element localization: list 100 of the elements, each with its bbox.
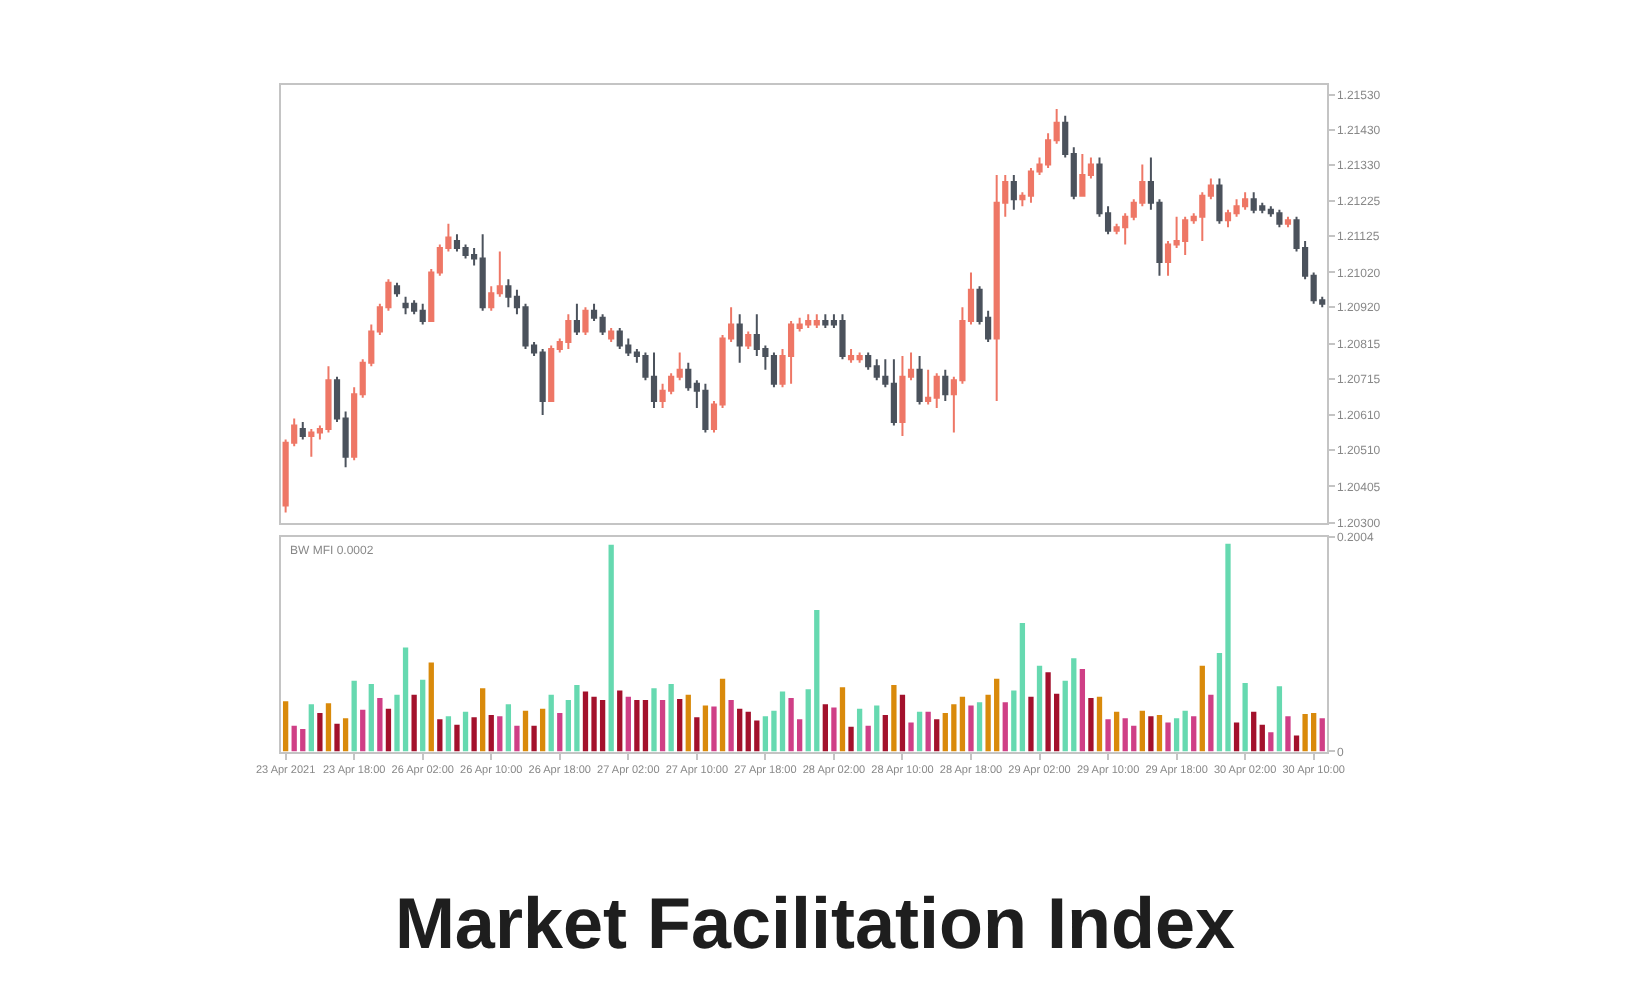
bar [582, 691, 589, 752]
bar [1233, 722, 1240, 752]
bar [1028, 696, 1034, 752]
candlestick [505, 278, 512, 309]
bar [831, 707, 837, 752]
candlestick [847, 347, 855, 364]
bar [300, 729, 306, 752]
candlestick [805, 313, 812, 330]
candlestick [787, 320, 795, 385]
bar [488, 715, 494, 752]
bar [437, 719, 443, 752]
bar [1002, 702, 1008, 752]
bar [617, 690, 623, 752]
bar [779, 691, 786, 752]
bar [1079, 669, 1086, 752]
candlestick [1216, 177, 1223, 225]
bar [360, 709, 366, 752]
bar [420, 679, 426, 752]
bar [916, 711, 923, 752]
bar [1113, 711, 1120, 752]
bar [599, 700, 606, 752]
candlestick [299, 420, 306, 441]
bar [368, 684, 374, 752]
bar [719, 678, 726, 752]
bar [651, 688, 657, 752]
bar [711, 706, 717, 752]
bar [677, 699, 683, 752]
bar [968, 705, 974, 752]
candlestick [925, 368, 932, 406]
bar [539, 708, 546, 752]
candlestick [1284, 215, 1292, 229]
bar [1251, 711, 1257, 752]
bar [454, 724, 460, 752]
bar [471, 717, 477, 752]
candlestick [1276, 208, 1283, 229]
bar [557, 712, 563, 752]
bar [694, 717, 700, 752]
bar [702, 705, 709, 752]
bar [874, 705, 880, 752]
bar [754, 720, 760, 752]
bar [899, 694, 906, 752]
bar [762, 716, 769, 752]
bar [325, 703, 332, 752]
candlestick [419, 302, 426, 326]
bar [514, 725, 520, 752]
candlestick [770, 351, 778, 389]
bar [839, 687, 846, 752]
bar [1122, 718, 1128, 752]
candlestick [745, 330, 752, 350]
bar [1096, 696, 1103, 752]
bar [908, 722, 914, 752]
bar [814, 610, 820, 752]
text: Market Facilitation Index [394, 881, 1236, 964]
bar [1165, 722, 1171, 752]
candlestick [1079, 153, 1086, 197]
bar [317, 712, 323, 752]
bar [925, 711, 931, 752]
candlestick [582, 306, 589, 337]
candlestick [916, 354, 923, 406]
bar [462, 711, 469, 752]
candlestick [822, 313, 829, 330]
bar [411, 694, 417, 752]
bar [1199, 665, 1205, 752]
candlestick [933, 372, 940, 410]
bar [1191, 716, 1197, 752]
bar [856, 708, 863, 752]
bar [728, 700, 734, 752]
bar [865, 725, 871, 752]
bar [1139, 710, 1145, 752]
bar [668, 684, 674, 752]
bar [1019, 622, 1026, 752]
candlestick [890, 358, 897, 427]
bar [1131, 725, 1137, 752]
bar [1319, 718, 1325, 752]
bar [976, 702, 983, 752]
candlestick [650, 351, 658, 410]
bar [377, 697, 383, 752]
bar [402, 647, 409, 752]
candlestick [736, 313, 743, 364]
bar [548, 694, 554, 752]
bar [522, 710, 529, 752]
bar [625, 696, 631, 752]
candlestick [565, 313, 572, 350]
candlestick [1250, 191, 1257, 215]
bar [745, 711, 751, 752]
bar [591, 696, 597, 752]
bar [1182, 710, 1188, 752]
candlestick [856, 351, 863, 364]
bar [291, 725, 297, 752]
bar [428, 662, 434, 752]
bar [1302, 714, 1308, 752]
candlestick [453, 233, 461, 253]
bar [1293, 735, 1300, 752]
bar [308, 704, 314, 752]
candlestick [1182, 215, 1189, 257]
candlestick [402, 295, 409, 316]
bar [1285, 716, 1291, 752]
bar [951, 704, 957, 752]
bar [351, 680, 357, 752]
candlestick [993, 173, 1000, 403]
